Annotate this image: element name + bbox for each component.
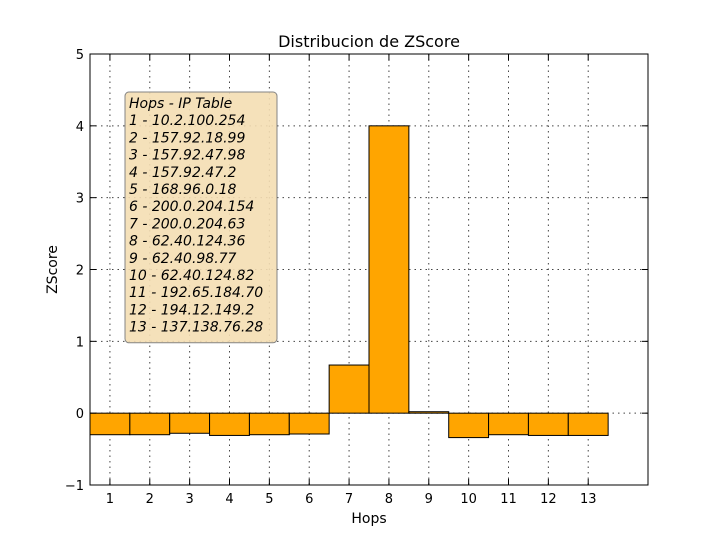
x-tick-label: 1 [106,492,114,507]
y-tick-label: −1 [65,479,84,494]
ip-table-entry: 1 - 10.2.100.254 [129,113,245,129]
chart-title: Distribucion de ZScore [278,32,460,51]
x-tick-label: 9 [425,492,433,507]
y-tick-label: 5 [76,48,84,63]
bar-hop-11 [488,412,529,436]
y-tick-label: 2 [76,264,84,279]
x-tick-label: 5 [265,492,273,507]
x-tick-label: 2 [146,492,154,507]
y-tick-label: 3 [76,192,84,207]
bars [89,125,609,439]
ip-table-box [124,91,278,344]
y-tick-label: 0 [76,407,84,422]
bar-hop-2 [129,412,171,436]
x-tick-label: 4 [225,492,233,507]
ip-table-entry: 13 - 137.138.76.28 [129,320,263,336]
bar-hop-5 [248,412,290,436]
x-tick-label: 13 [580,492,597,507]
y-tick-label: 1 [76,335,84,350]
bar-hop-12 [527,412,569,436]
ip-table-entry: 4 - 157.92.47.2 [129,165,237,181]
bar-hop-8 [368,125,410,414]
x-tick-label: 6 [305,492,313,507]
ip-table-entry: 6 - 200.0.204.154 [129,199,254,215]
x-tick-label: 11 [500,492,517,507]
ip-table-entry: 5 - 168.96.0.18 [129,182,237,198]
x-tick-label: 12 [540,492,557,507]
ip-table-entry: 7 - 200.0.204.63 [129,216,245,232]
ip-table-entry: 2 - 157.92.18.99 [129,130,245,146]
x-axis-title: Hops [351,511,386,527]
y-tick-label: 4 [76,120,84,135]
bar-hop-10 [448,412,490,439]
x-tick-label: 7 [345,492,353,507]
ip-table-entry: 10 - 62.40.124.82 [129,268,254,284]
bar-hop-13 [567,412,609,436]
bar-hop-1 [89,412,131,436]
bar-hop-6 [288,412,330,435]
x-tick-label: 10 [460,492,477,507]
bar-hop-9 [408,411,450,414]
ip-table-entry: 12 - 194.12.149.2 [129,302,254,318]
y-axis-title: ZScore [45,245,61,294]
bar-hop-7 [328,364,370,414]
x-tick-label: 3 [186,492,194,507]
plot-frame [89,53,649,486]
x-tick-label: 8 [385,492,393,507]
bar-hop-3 [169,412,211,434]
ip-table-entry: 3 - 157.92.47.98 [129,148,245,164]
ip-table-entry: 8 - 62.40.124.36 [129,234,245,250]
bar-hop-4 [209,412,250,436]
ip-table-entry: 9 - 62.40.98.77 [129,251,237,267]
ip-table-entry: 11 - 192.65.184.70 [129,285,263,301]
ip-table-heading: Hops - IP Table [129,96,232,112]
